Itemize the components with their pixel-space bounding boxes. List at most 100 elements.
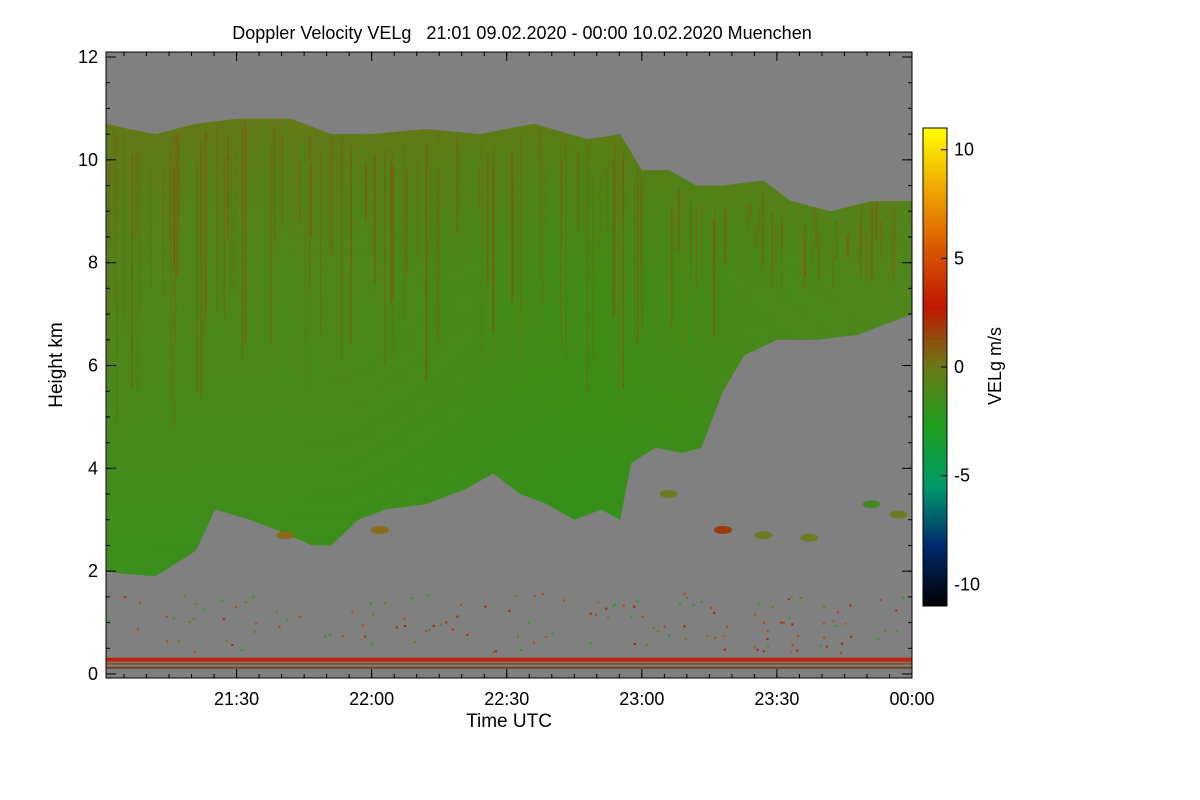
noise-speckle <box>445 621 448 624</box>
noise-speckle <box>245 601 248 604</box>
x-axis-ticks: 21:30 22:00 22:30 23:00 23:30 00:00 <box>123 52 935 709</box>
noise-speckle <box>612 604 615 607</box>
echo-patch <box>713 526 732 534</box>
noise-speckle <box>633 605 636 608</box>
noise-speckle <box>541 593 544 596</box>
y-tick-label: 2 <box>88 561 98 581</box>
noise-speckle <box>278 625 281 628</box>
noise-speckle <box>395 626 398 629</box>
noise-speckle <box>456 615 459 618</box>
colorbar-label: VELg m/s <box>985 327 1005 405</box>
noise-speckle <box>700 600 703 603</box>
noise-speckle <box>527 621 530 624</box>
noise-speckle <box>410 597 413 600</box>
noise-speckle <box>787 598 790 601</box>
noise-speckle <box>298 615 301 618</box>
noise-speckle <box>139 601 141 604</box>
y-axis-ticks: 0 2 4 6 8 10 12 <box>78 47 912 684</box>
noise-speckle <box>840 652 842 654</box>
noise-speckle <box>877 638 880 641</box>
noise-speckle <box>791 644 794 646</box>
colorbar-tick-label: 10 <box>954 140 974 160</box>
surface-clutter-layers <box>106 657 912 669</box>
noise-speckle <box>108 619 111 622</box>
noise-speckle <box>823 636 826 639</box>
noise-speckle <box>551 632 554 635</box>
noise-speckle <box>514 594 517 597</box>
noise-speckle <box>136 628 139 631</box>
noise-speckle <box>193 651 196 654</box>
noise-speckle <box>614 603 617 606</box>
noise-speckle <box>668 634 671 637</box>
noise-speckle <box>226 639 228 642</box>
colorbar-tick-label: -5 <box>954 466 970 486</box>
colorbar-tick-label: -10 <box>954 574 980 594</box>
noise-speckle <box>763 621 765 624</box>
isolated-echo-patches <box>276 490 908 542</box>
echo-patch <box>659 490 678 498</box>
noise-speckle <box>849 604 852 607</box>
y-tick-label: 12 <box>78 47 98 67</box>
noise-speckle <box>771 606 774 609</box>
noise-speckle <box>844 622 847 625</box>
noise-speckle <box>726 625 729 628</box>
noise-speckle <box>832 620 835 623</box>
x-tick-label: 23:00 <box>619 689 664 709</box>
noise-speckle <box>192 617 195 620</box>
noise-speckle <box>369 602 372 605</box>
noise-speckle <box>597 601 600 604</box>
noise-speckle <box>822 622 825 625</box>
noise-speckle <box>837 611 840 614</box>
noise-speckle <box>797 634 800 637</box>
noise-speckle <box>692 604 695 606</box>
noise-speckle <box>372 613 374 616</box>
noise-speckle <box>825 645 828 648</box>
noise-speckle <box>563 599 566 602</box>
noise-speckle <box>589 612 592 615</box>
noise-speckle <box>466 633 469 636</box>
noise-speckle <box>605 607 608 610</box>
colorbar-tick-label: 0 <box>954 357 964 377</box>
noise-speckle <box>428 629 431 632</box>
noise-speckle <box>791 623 794 626</box>
noise-speckle <box>341 635 344 638</box>
noise-speckle <box>451 628 454 631</box>
echo-patch <box>889 510 908 519</box>
y-tick-label: 8 <box>88 253 98 273</box>
noise-speckle <box>641 615 644 618</box>
noise-speckle <box>766 630 769 633</box>
velocity-streaks <box>107 119 907 439</box>
noise-speckle <box>545 635 548 638</box>
noise-speckle <box>188 621 191 624</box>
noise-speckle <box>879 599 882 602</box>
x-tick-label: 00:00 <box>889 689 934 709</box>
noise-speckle <box>663 625 666 628</box>
noise-speckle <box>508 609 511 612</box>
noise-speckle <box>835 625 838 627</box>
cloud-echo-shading <box>106 118 912 577</box>
noise-speckle <box>633 642 636 645</box>
noise-speckle <box>767 645 769 648</box>
x-axis-label: Time UTC <box>466 711 552 732</box>
noise-speckle <box>796 649 799 652</box>
noise-speckle <box>166 640 169 643</box>
noise-speckle <box>685 596 688 599</box>
noise-speckle <box>533 595 536 598</box>
colorbar-ticks: 10 5 0 -5 -10 <box>941 140 980 594</box>
noise-speckle <box>324 635 327 638</box>
noise-speckle <box>123 596 126 599</box>
noise-speckle <box>780 621 783 624</box>
noise-speckle <box>594 613 597 616</box>
noise-speckle <box>657 630 659 633</box>
noise-speckle <box>492 651 495 654</box>
noise-speckle <box>790 595 793 598</box>
noise-speckle <box>652 627 655 630</box>
noise-speckle <box>762 650 765 653</box>
x-tick-label: 23:30 <box>754 689 799 709</box>
noise-speckle <box>383 601 386 604</box>
noise-speckle <box>403 617 406 620</box>
noise-speckles <box>108 592 905 654</box>
noise-speckle <box>645 644 648 646</box>
noise-speckle <box>723 648 726 651</box>
